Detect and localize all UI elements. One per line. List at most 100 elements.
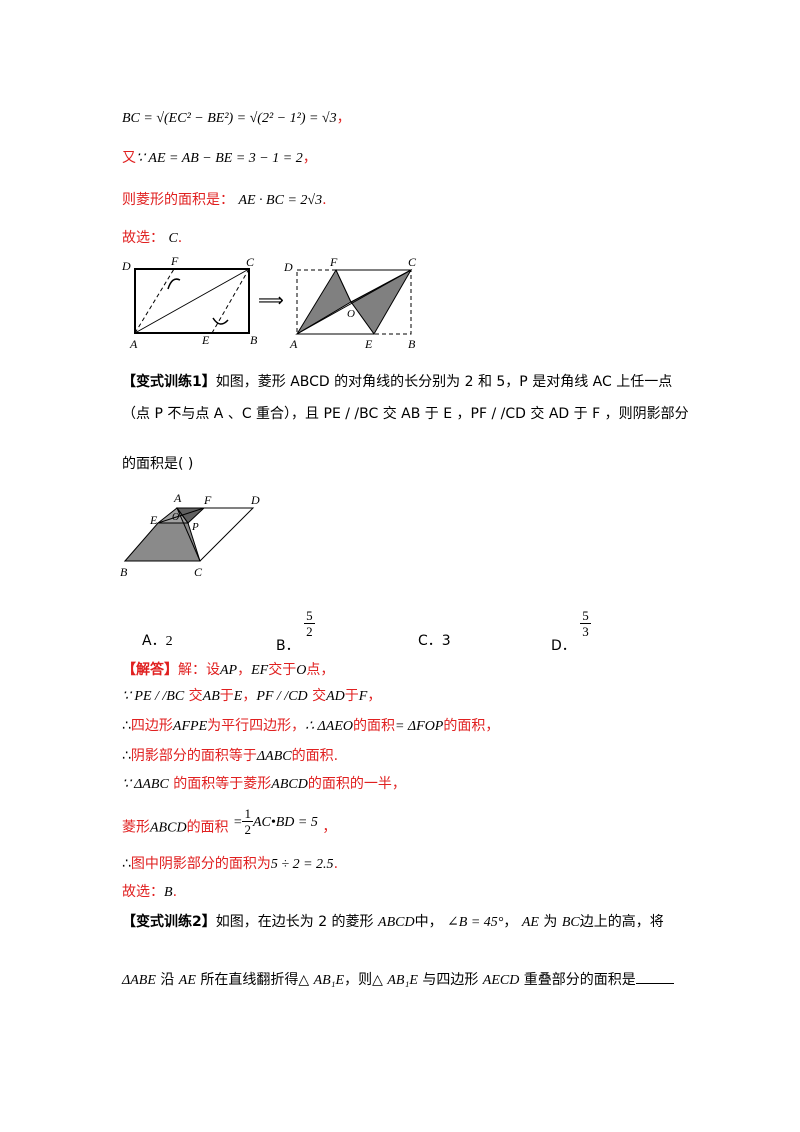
math: = ΔFOP (394, 719, 444, 734)
text: 如图，在边长为 2 的菱形 (215, 914, 374, 930)
exercise1-line3: 的面积是( ) (122, 454, 193, 474)
comma: ， (302, 150, 317, 166)
label-C-left: C (246, 255, 255, 269)
label-E-left: E (201, 333, 210, 347)
text: 重叠部分的面积是 (523, 972, 636, 988)
text: 阴影部分的面积等于 (130, 748, 257, 764)
label-O: O (172, 512, 179, 523)
text: ， (237, 662, 252, 678)
math: AB₁E (387, 973, 418, 988)
solution-line1: 【解答】解：设AP，EF交于O点， (122, 660, 334, 681)
label-D: D (250, 493, 260, 507)
text: 沿 (160, 972, 175, 988)
solution-line3: ∴四边形AFPE为平行四边形，∴ ΔAEO的面积= ΔFOP的面积， (122, 716, 499, 737)
frac-num: 5 (304, 608, 315, 624)
label-C: C (194, 565, 203, 579)
therefore-symbol: ∴ (122, 748, 131, 764)
text: 边上的高，将 (579, 914, 664, 930)
exercise2-tag: 【变式训练2】 (122, 914, 216, 930)
solution-line-bc: BC = √(EC² − BE²) = √(2² − 1²) = √3， (122, 108, 351, 129)
math: AE (178, 973, 196, 988)
period: . (177, 230, 183, 246)
option-c-label: C． (418, 633, 442, 649)
math: ΔABC (256, 749, 292, 764)
math: F (358, 689, 368, 704)
option-a[interactable]: A．2 (142, 630, 173, 650)
math: 5 ÷ 2 = 2.5 (270, 857, 334, 872)
text: 于 (219, 688, 234, 704)
text: 中， (414, 914, 443, 930)
label-B: B (120, 565, 128, 579)
text: 于 (344, 688, 359, 704)
frac-num: 5 (580, 608, 591, 624)
label-D-right: D (283, 260, 293, 274)
text: 交 (312, 688, 327, 704)
arrow-icon: ⟹ (258, 290, 284, 311)
math: O (296, 663, 307, 678)
exercise1-line2: （点 P 不与点 A 、C 重合），且 PE / /BC 交 AB 于 E ，P… (122, 404, 689, 424)
text: . (333, 856, 339, 872)
math: E (233, 689, 243, 704)
solution-line4: ∴阴影部分的面积等于ΔABC的面积. (122, 746, 338, 767)
math: ∠B = 45° (447, 915, 504, 930)
bc-formula: BC = √(EC² − BE²) = √(2² − 1²) = √3 (122, 111, 337, 126)
math: EF (251, 663, 269, 678)
math: AECD (482, 973, 520, 988)
frac-num: 1 (242, 806, 253, 822)
option-b-label: B． (276, 637, 300, 654)
solution-tag: 【解答】 (122, 662, 178, 678)
math: AE (521, 915, 539, 930)
solution-line6: 菱形ABCD的面积 = 1 2 AC•BD = 5 ， (122, 806, 337, 843)
text: 与四边形 (422, 972, 479, 988)
text: ， (322, 819, 337, 836)
text: 解：设 (178, 662, 220, 678)
therefore-symbol: ∴ (122, 718, 131, 734)
text: 的面积 (352, 718, 395, 734)
text: 所在直线翻折得△ (200, 972, 310, 988)
label-P: P (191, 521, 199, 533)
label-B-right: B (408, 337, 416, 350)
math: ABCD (378, 915, 415, 930)
math: ∴ ΔAEO (305, 719, 353, 734)
area-text: 则菱形的面积是： (122, 192, 234, 208)
frac-den: 3 (582, 624, 589, 639)
math: AD (326, 689, 345, 704)
exercise2-line2: ΔABE 沿 AE 所在直线翻折得△ AB₁E，则△ AB₁E 与四边形 AEC… (122, 970, 674, 991)
text: 的面积 (186, 819, 229, 836)
area-formula: AE · BC = 2√3 (238, 193, 323, 208)
solution-line8: 故选：B. (122, 882, 177, 903)
option-c[interactable]: C．3 (418, 630, 451, 650)
option-a-value: 2 (165, 634, 173, 649)
exercise2-line1: 【变式训练2】如图，在边长为 2 的菱形 ABCD中， ∠B = 45°， AE… (122, 912, 664, 933)
answer-blank[interactable] (635, 971, 674, 984)
text: 的面积， (443, 718, 500, 734)
you-text: 又 (122, 150, 136, 166)
label-A-left: A (129, 337, 138, 350)
text: 交 (188, 688, 203, 704)
text: 为平行四边形， (207, 718, 306, 734)
text: 交于 (268, 662, 297, 678)
rectangle-fold-figure: D F C A E B ⟹ D F C O A E B (121, 254, 417, 350)
solution-line5: ∵ ΔABC 的面积等于菱形ABCD的面积的一半， (122, 774, 406, 795)
solution-line-answer: 故选： C. (122, 228, 182, 249)
math: AFPE (172, 719, 208, 734)
text: 四边形 (130, 718, 173, 734)
label-E-right: E (364, 337, 373, 350)
math: AB (202, 689, 220, 704)
solution-line-ae: 又∵ AE = AB − BE = 3 − 1 = 2， (122, 148, 317, 169)
label-O-right: O (347, 308, 355, 320)
math: BC (561, 915, 580, 930)
exercise1-tag: 【变式训练1】 (122, 374, 216, 390)
therefore-symbol: ∴ (122, 856, 131, 872)
solution-line7: ∴图中阴影部分的面积为5 ÷ 2 = 2.5. (122, 854, 338, 875)
label-D-left: D (121, 259, 131, 273)
label-F-right: F (329, 255, 338, 269)
option-a-label: A． (142, 633, 166, 649)
answer-paren: ( ) (178, 456, 194, 472)
text: ， (367, 688, 382, 704)
math: ∵ PE / /BC (122, 689, 185, 704)
rhombus-figure: A F D E O P B C (120, 491, 260, 579)
